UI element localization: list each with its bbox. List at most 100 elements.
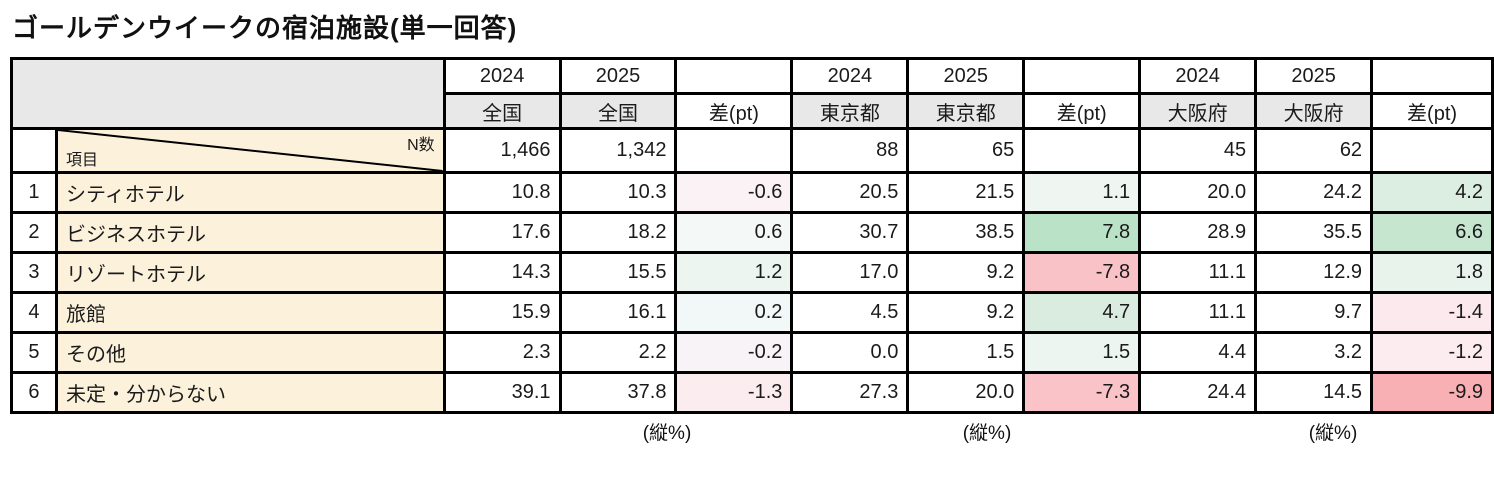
n-value-cell: 45 — [1138, 127, 1258, 174]
value-cell: 24.2 — [1254, 171, 1374, 214]
header-blank-cell — [1370, 57, 1494, 95]
header-year-zenkoku-2024: 2024 — [442, 57, 562, 95]
diff-cell: -1.3 — [674, 371, 794, 414]
value-cell: 21.5 — [906, 171, 1026, 214]
diff-cell: 1.1 — [1022, 171, 1142, 214]
header-year-zenkoku-2025: 2025 — [558, 57, 678, 95]
value-cell: 28.9 — [1138, 211, 1258, 254]
value-cell: 20.5 — [790, 171, 910, 214]
diff-cell: -1.2 — [1370, 331, 1494, 374]
table-row: 5 その他 2.3 2.2 -0.2 0.0 1.5 1.5 4.4 3.2 -… — [10, 331, 1494, 374]
diff-cell: -1.4 — [1370, 291, 1494, 334]
diff-cell: 6.6 — [1370, 211, 1494, 254]
row-number-cell: 1 — [10, 171, 58, 214]
header-year-tokyo-2025: 2025 — [906, 57, 1026, 95]
value-cell: 1.5 — [906, 331, 1026, 374]
diff-cell: -7.3 — [1022, 371, 1142, 414]
header-region-zenkoku-2025: 全国 — [558, 92, 678, 130]
value-cell: 18.2 — [558, 211, 678, 254]
header-year-osaka-2025: 2025 — [1254, 57, 1374, 95]
value-cell: 20.0 — [906, 371, 1026, 414]
value-cell: 30.7 — [790, 211, 910, 254]
value-cell: 39.1 — [442, 371, 562, 414]
value-cell: 9.2 — [906, 291, 1026, 334]
n-value-cell: 62 — [1254, 127, 1374, 174]
header-row-regions: 全国 全国 差(pt) 東京都 東京都 差(pt) 大阪府 大阪府 差(pt) — [12, 92, 1494, 130]
diff-cell: 0.6 — [674, 211, 794, 254]
row-number-cell: 6 — [10, 371, 58, 414]
n-value-cell — [1022, 127, 1142, 174]
header-year-osaka-2024: 2024 — [1138, 57, 1258, 95]
value-cell: 3.2 — [1254, 331, 1374, 374]
row-number-cell: 3 — [10, 251, 58, 294]
value-cell: 0.0 — [790, 331, 910, 374]
header-row-years: 2024 2025 2024 2025 2024 2025 — [10, 57, 1494, 130]
row-label-cell: 未定・分からない — [54, 371, 446, 414]
row-label-cell: リゾートホテル — [54, 251, 446, 294]
diff-cell: 4.2 — [1370, 171, 1494, 214]
unit-note-osaka: (縦%) — [1308, 423, 1358, 444]
value-cell: 17.0 — [790, 251, 910, 294]
n-value-cell: 88 — [790, 127, 910, 174]
unit-note-zenkoku: (縦%) — [642, 423, 692, 444]
item-label: 項目 — [65, 152, 98, 169]
table-row: 3 リゾートホテル 14.3 15.5 1.2 17.0 9.2 -7.8 11… — [10, 251, 1494, 294]
n-value-cell: 1,466 — [442, 127, 562, 174]
n-items-diagonal-cell: N数 項目 — [54, 127, 446, 174]
value-cell: 10.8 — [442, 171, 562, 214]
n-value-cell — [674, 127, 794, 174]
diagonal-line — [58, 130, 443, 171]
value-cell: 12.9 — [1254, 251, 1374, 294]
diff-cell: 1.5 — [1022, 331, 1142, 374]
n-count-row: N数 項目 1,466 1,342 88 65 45 62 — [10, 127, 1494, 174]
diff-cell: -9.9 — [1370, 371, 1494, 414]
row-number-cell: 2 — [10, 211, 58, 254]
value-cell: 9.7 — [1254, 291, 1374, 334]
value-cell: 2.2 — [558, 331, 678, 374]
value-cell: 4.4 — [1138, 331, 1258, 374]
value-cell: 14.3 — [442, 251, 562, 294]
table-row: 6 未定・分からない 39.1 37.8 -1.3 27.3 20.0 -7.3… — [10, 371, 1494, 414]
unit-note-tokyo: (縦%) — [962, 423, 1012, 444]
value-cell: 14.5 — [1254, 371, 1374, 414]
header-region-zenkoku-2024: 全国 — [442, 92, 562, 130]
diff-cell: 7.8 — [1022, 211, 1142, 254]
header-blank-cell — [674, 57, 794, 95]
n-value-cell: 65 — [906, 127, 1026, 174]
value-cell: 2.3 — [442, 331, 562, 374]
value-cell: 15.9 — [442, 291, 562, 334]
diff-cell: -0.2 — [674, 331, 794, 374]
header-blank-cell — [1022, 57, 1142, 95]
row-number-cell: 4 — [10, 291, 58, 334]
n-value-cell: 1,342 — [558, 127, 678, 174]
row-label-cell: 旅館 — [54, 291, 446, 334]
header-region-osaka-2025: 大阪府 — [1254, 92, 1374, 130]
corner-cell — [10, 57, 446, 130]
value-cell: 20.0 — [1138, 171, 1258, 214]
accommodation-table: 2024 2025 2024 2025 2024 2025 全国 全国 差(pt… — [10, 57, 1494, 414]
header-region-tokyo-2025: 東京都 — [906, 92, 1026, 130]
row-label-cell: ビジネスホテル — [54, 211, 446, 254]
page-title: ゴールデンウイークの宿泊施設(単一回答) — [12, 13, 518, 43]
header-diff-tokyo: 差(pt) — [1022, 92, 1142, 130]
value-cell: 17.6 — [442, 211, 562, 254]
row-label-cell: その他 — [54, 331, 446, 374]
diff-cell: 1.8 — [1370, 251, 1494, 294]
n-value-cell — [1370, 127, 1494, 174]
header-year-tokyo-2024: 2024 — [790, 57, 910, 95]
value-cell: 4.5 — [790, 291, 910, 334]
table-row: 4 旅館 15.9 16.1 0.2 4.5 9.2 4.7 11.1 9.7 … — [10, 291, 1494, 334]
value-cell: 37.8 — [558, 371, 678, 414]
value-cell: 11.1 — [1138, 251, 1258, 294]
value-cell: 11.1 — [1138, 291, 1258, 334]
value-cell: 35.5 — [1254, 211, 1374, 254]
n-row-blank-number-cell — [10, 127, 58, 174]
value-cell: 38.5 — [906, 211, 1026, 254]
unit-notes: (縦%) (縦%) (縦%) — [0, 414, 1494, 448]
value-cell: 15.5 — [558, 251, 678, 294]
value-cell: 24.4 — [1138, 371, 1258, 414]
value-cell: 10.3 — [558, 171, 678, 214]
table-row: 1 シティホテル 10.8 10.3 -0.6 20.5 21.5 1.1 20… — [10, 171, 1494, 214]
diff-cell: 0.2 — [674, 291, 794, 334]
diff-cell: 1.2 — [674, 251, 794, 294]
